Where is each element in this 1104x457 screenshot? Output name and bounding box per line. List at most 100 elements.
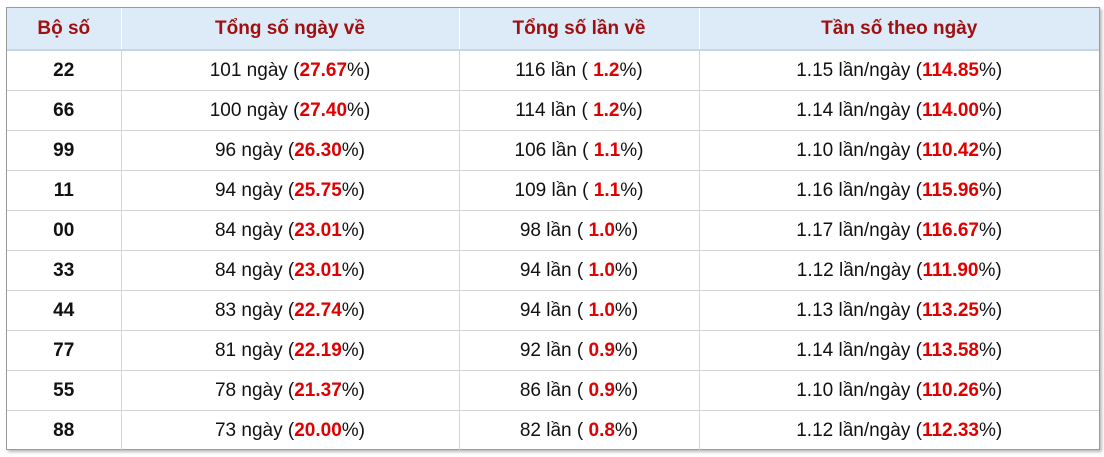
highlight-value: 115.96 <box>921 179 980 201</box>
cell-text: 106 lần ( <box>514 139 594 161</box>
cell-text: 94 ngày ( <box>214 179 295 201</box>
highlight-value: 22.74 <box>294 299 342 321</box>
highlight-value: 1.0 <box>588 259 615 281</box>
cell-text: %) <box>347 59 371 81</box>
cell-text: %) <box>614 379 639 401</box>
highlight-value: 0.9 <box>588 339 615 361</box>
data-row: 66 100 ngày (27.40%) 114 lần ( 1.2%) 1.14 l… <box>7 90 1099 131</box>
data-row: 99 96 ngày (26.30%) 106 lần ( 1.1%) 1.10 lầ… <box>7 130 1099 171</box>
cell-text: 86 lần ( <box>519 379 589 401</box>
highlight-value: 27.67 <box>299 59 348 81</box>
stat-cell: 101 ngày (27.67%) <box>121 50 460 91</box>
highlight-value: 21.37 <box>294 379 342 401</box>
cell-text: %) <box>341 179 365 201</box>
header-cell: Tổng số ngày về <box>121 8 460 51</box>
highlight-value: 25.75 <box>294 179 342 201</box>
stat-cell: 98 lần ( 1.0%) <box>459 210 700 251</box>
cell-text: 1.12 lần/ngày ( <box>796 419 922 441</box>
stat-cell: 73 ngày (20.00%) <box>121 410 460 450</box>
stat-cell: 1.14 lần/ngày (113.58%) <box>699 330 1099 371</box>
code-cell: 77 <box>7 330 122 371</box>
stat-cell: 86 lần ( 0.9%) <box>459 370 700 411</box>
cell-text: %) <box>341 139 365 161</box>
stat-cell: 94 lần ( 1.0%) <box>459 250 700 291</box>
stats-table: Bộ số Tổng số ngày về Tổng số lần về Tần số… <box>7 8 1099 450</box>
stat-cell: 84 ngày (23.01%) <box>121 210 460 251</box>
stat-cell: 116 lần ( 1.2%) <box>459 50 700 91</box>
cell-text: %) <box>614 259 639 281</box>
cell-text: 116 lần ( <box>515 59 594 81</box>
stat-cell: 83 ngày (22.74%) <box>121 290 460 331</box>
cell-text: 94 lần ( <box>519 299 589 321</box>
cell-text: 114 lần ( <box>515 99 594 121</box>
cell-text: 81 ngày ( <box>214 339 295 361</box>
stat-cell: 1.17 lần/ngày (116.67%) <box>699 210 1099 251</box>
header-cell: Tần số theo ngày <box>699 8 1099 51</box>
stat-cell: 106 lần ( 1.1%) <box>459 130 700 171</box>
cell-text: %) <box>614 299 639 321</box>
cell-text: 83 ngày ( <box>214 299 295 321</box>
highlight-value: 111.90 <box>922 259 979 281</box>
stat-cell: 100 ngày (27.40%) <box>121 90 460 131</box>
highlight-value: 1.2 <box>593 59 620 81</box>
code-cell: 44 <box>7 290 122 331</box>
cell-text: 100 ngày ( <box>209 99 300 121</box>
cell-text: %) <box>619 99 643 121</box>
data-row: 44 83 ngày (22.74%) 94 lần ( 1.0%) 1.13 lần… <box>7 290 1099 331</box>
stat-cell: 1.14 lần/ngày (114.00%) <box>699 90 1099 131</box>
cell-text: 1.10 lần/ngày ( <box>796 379 922 401</box>
header-cell: Tổng số lần về <box>459 8 700 51</box>
stat-cell: 1.15 lần/ngày (114.85%) <box>699 50 1099 91</box>
cell-text: %) <box>979 99 1003 121</box>
cell-text: 92 lần ( <box>519 339 589 361</box>
cell-text: 78 ngày ( <box>214 379 295 401</box>
cell-text: %) <box>620 139 644 161</box>
stat-cell: 1.12 lần/ngày (112.33%) <box>699 411 1099 451</box>
table-frame: Bộ số Tổng số ngày về Tổng số lần về Tần số… <box>6 7 1100 450</box>
cell-text: %) <box>979 339 1003 361</box>
highlight-value: 0.9 <box>588 379 615 401</box>
highlight-value: 22.19 <box>294 339 342 361</box>
code-cell: 99 <box>7 130 122 171</box>
cell-text: %) <box>979 139 1003 161</box>
cell-text: 96 ngày ( <box>214 139 295 161</box>
highlight-value: 114.85 <box>921 59 980 81</box>
cell-text: %) <box>341 339 365 361</box>
highlight-value: 1.0 <box>588 299 615 321</box>
highlight-value: 116.67 <box>921 219 980 241</box>
highlight-value: 113.25 <box>921 299 980 321</box>
stat-cell: 82 lần ( 0.8%) <box>459 410 700 450</box>
cell-text: %) <box>979 299 1003 321</box>
data-row: 55 78 ngày (21.37%) 86 lần ( 0.9%) 1.10 lần… <box>7 370 1099 411</box>
stat-cell: 1.10 lần/ngày (110.26%) <box>699 370 1099 411</box>
highlight-value: 23.01 <box>294 219 342 241</box>
highlight-value: 26.30 <box>294 139 342 161</box>
cell-text: 1.12 lần/ngày ( <box>796 259 923 281</box>
cell-text: 109 lần ( <box>514 179 594 201</box>
code-cell: 22 <box>7 50 122 91</box>
cell-text: 1.17 lần/ngày ( <box>796 219 922 241</box>
cell-text: 1.10 lần/ngày ( <box>796 139 922 161</box>
stat-cell: 114 lần ( 1.2%) <box>459 90 700 131</box>
cell-text: 94 lần ( <box>519 259 589 281</box>
cell-text: %) <box>614 419 639 441</box>
data-row: 77 81 ngày (22.19%) 92 lần ( 0.9%) 1.14 lần… <box>7 330 1099 371</box>
cell-text: 1.15 lần/ngày ( <box>796 59 922 81</box>
highlight-value: 27.40 <box>299 99 348 121</box>
code-cell: 00 <box>7 210 122 251</box>
code-cell: 88 <box>7 410 122 450</box>
cell-text: %) <box>979 59 1003 81</box>
highlight-value: 114.00 <box>921 99 980 121</box>
stat-cell: 1.16 lần/ngày (115.96%) <box>699 170 1099 211</box>
stat-cell: 1.13 lần/ngày (113.25%) <box>699 290 1099 331</box>
code-cell: 66 <box>7 90 122 131</box>
highlight-value: 1.2 <box>593 99 620 121</box>
cell-text: %) <box>979 219 1003 241</box>
stat-cell: 94 ngày (25.75%) <box>121 170 460 211</box>
stat-cell: 109 lần ( 1.1%) <box>459 170 700 211</box>
header-row: Bộ số Tổng số ngày về Tổng số lần về Tần số… <box>7 8 1099 51</box>
stat-cell: 1.10 lần/ngày (110.42%) <box>699 130 1099 171</box>
cell-text: 73 ngày ( <box>214 419 295 441</box>
cell-text: 1.16 lần/ngày ( <box>796 179 922 201</box>
stat-cell: 81 ngày (22.19%) <box>121 330 460 371</box>
